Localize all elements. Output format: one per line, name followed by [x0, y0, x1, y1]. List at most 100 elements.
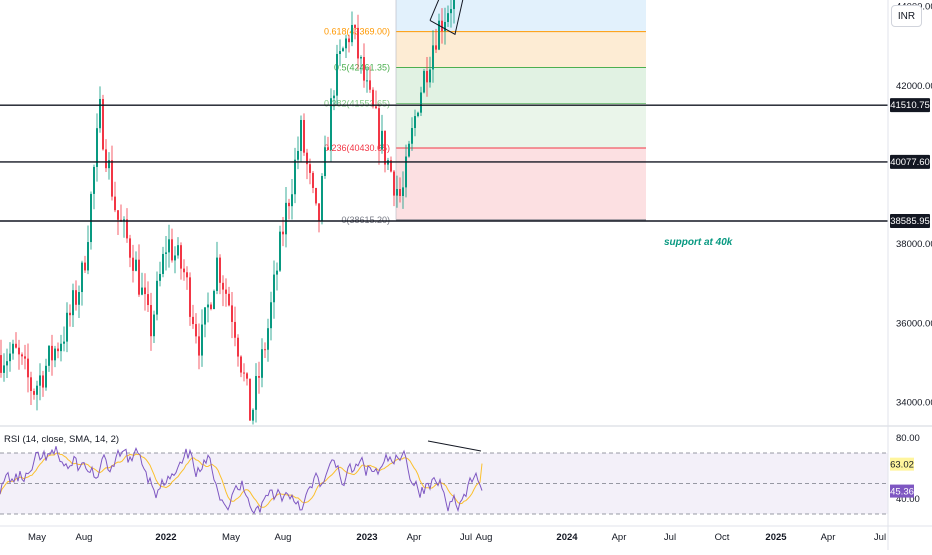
- rsi-ma-line: [0, 452, 483, 508]
- candle-body-56: [168, 239, 170, 253]
- rsi-legend[interactable]: RSI (14, close, SMA, 14, 2): [4, 434, 119, 445]
- candle-body-146: [438, 20, 440, 50]
- candle-97: [291, 179, 293, 220]
- candle-body-21: [63, 341, 65, 344]
- candle-48: [144, 273, 146, 311]
- candle-body-17: [51, 345, 53, 361]
- candle-body-49: [147, 294, 149, 306]
- candle-body-2: [6, 361, 8, 366]
- candle-body-5: [15, 343, 17, 348]
- candle-body-86: [258, 376, 260, 378]
- support-annotation[interactable]: support at 40k: [664, 237, 733, 248]
- candle-body-145: [435, 45, 437, 50]
- candle-71: [213, 289, 215, 310]
- candle-119: [357, 14, 359, 70]
- candle-body-14: [42, 375, 44, 388]
- candle-9: [27, 343, 29, 393]
- candle-121: [363, 43, 365, 88]
- candle-body-65: [195, 324, 197, 337]
- level-tag-text-0: 41510.75: [890, 100, 930, 111]
- candle-112: [336, 44, 338, 106]
- candle-body-27: [81, 262, 83, 293]
- candle-8: [24, 344, 26, 370]
- candle-body-88: [264, 349, 266, 351]
- time-label-11: Jul: [664, 532, 676, 543]
- level-tag-text-1: 40077.60: [890, 157, 930, 168]
- candle-54: [162, 246, 164, 278]
- candle-3: [9, 342, 11, 372]
- candle-105: [315, 187, 317, 206]
- fib-label-7: 0.236(40430.65): [324, 143, 390, 153]
- level-tag-1[interactable]: [890, 154, 930, 169]
- candle-55: [165, 235, 167, 271]
- candle-body-55: [165, 252, 167, 254]
- candle-110: [330, 88, 332, 163]
- candle-body-35: [105, 149, 107, 169]
- candle-57: [171, 228, 173, 263]
- candle-body-60: [180, 245, 182, 269]
- rsi-tick-80: 80.00: [896, 433, 920, 444]
- candle-body-25: [75, 290, 77, 305]
- candle-body-92: [276, 270, 278, 275]
- time-label-2: 2022: [155, 532, 176, 543]
- candle-38: [114, 181, 116, 213]
- candle-122: [366, 67, 368, 93]
- candle-body-44: [132, 257, 134, 271]
- candle-body-73: [219, 257, 221, 283]
- horizontal-levels[interactable]: support at 40k: [0, 0, 888, 248]
- candle-body-24: [72, 290, 74, 316]
- candle-body-48: [144, 287, 146, 295]
- fib-label-4: 0.618(43369.00): [324, 27, 390, 37]
- candle-body-71: [213, 290, 215, 310]
- candle-body-19: [57, 348, 59, 352]
- candle-45: [135, 251, 137, 272]
- candle-146: [438, 13, 440, 51]
- candle-93: [279, 225, 281, 272]
- candle-61: [183, 259, 185, 281]
- price-tick-6: 34000.00: [896, 398, 932, 409]
- candle-body-31: [93, 166, 95, 194]
- candle-body-23: [69, 312, 71, 316]
- rsi-value-tag: [890, 484, 914, 498]
- candle-47: [141, 272, 143, 296]
- time-label-7: Jul: [460, 532, 472, 543]
- fib-zone-5: [396, 31, 646, 68]
- candle-body-50: [150, 305, 152, 337]
- candle-104: [312, 170, 314, 194]
- candle-140: [420, 86, 422, 117]
- time-axis[interactable]: May Aug 2022 May Aug 2023 Apr Jul Aug 2024 Apr Jul O…: [0, 525, 932, 543]
- candle-body-138: [414, 116, 416, 129]
- candle-body-18: [54, 348, 56, 361]
- candle-body-32: [96, 128, 98, 167]
- candle-body-110: [330, 98, 332, 150]
- candle-12: [36, 380, 38, 411]
- candle-body-20: [60, 343, 62, 352]
- candle-70: [210, 302, 212, 311]
- level-tag-2[interactable]: [890, 213, 930, 228]
- candle-body-28: [84, 262, 86, 271]
- candle-11: [33, 388, 35, 400]
- candle-body-54: [162, 253, 164, 274]
- rising-wedge-drawing[interactable]: [429, 0, 480, 36]
- candle-59: [177, 237, 179, 259]
- candle-body-135: [405, 156, 407, 188]
- candle-29: [87, 225, 89, 275]
- wedge-lines[interactable]: [429, 0, 480, 36]
- rsi-divergence-line[interactable]: [427, 440, 482, 452]
- currency-label[interactable]: INR: [891, 5, 922, 27]
- candle-body-112: [336, 53, 338, 96]
- rsi-pane[interactable]: RSI (14, close, SMA, 14, 2) 80.00 40.00 63.…: [0, 425, 932, 515]
- candle-95: [285, 186, 287, 248]
- candle-46: [138, 244, 140, 297]
- candle-body-116: [348, 38, 350, 43]
- candle-body-97: [291, 194, 293, 207]
- candle-13: [39, 363, 41, 401]
- candle-body-77: [231, 305, 233, 322]
- candle-body-26: [78, 292, 80, 305]
- candle-body-83: [249, 378, 251, 421]
- level-tag-0[interactable]: [890, 98, 930, 113]
- fib-retracement[interactable]: 1.414(49492.05)1.272(48399.75)1(46307.45…: [324, 0, 646, 225]
- candle-41: [123, 216, 125, 238]
